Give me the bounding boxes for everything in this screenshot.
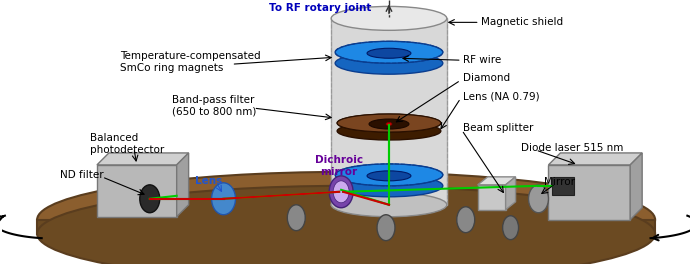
Polygon shape — [477, 177, 515, 185]
Polygon shape — [506, 177, 515, 210]
Ellipse shape — [37, 172, 655, 264]
Ellipse shape — [337, 122, 441, 140]
Ellipse shape — [367, 171, 411, 181]
Bar — [477, 185, 506, 210]
Ellipse shape — [337, 114, 441, 132]
Text: RF wire: RF wire — [463, 55, 501, 65]
Text: Magnetic shield: Magnetic shield — [481, 17, 563, 27]
Ellipse shape — [457, 207, 475, 233]
Ellipse shape — [37, 186, 655, 264]
Ellipse shape — [369, 119, 409, 129]
Ellipse shape — [331, 6, 447, 30]
Ellipse shape — [212, 183, 235, 215]
Polygon shape — [630, 153, 642, 220]
Ellipse shape — [335, 175, 443, 197]
Text: Lens: Lens — [195, 176, 222, 186]
Ellipse shape — [140, 185, 159, 213]
Ellipse shape — [337, 114, 441, 132]
Text: Dichroic
mirror: Dichroic mirror — [315, 155, 363, 177]
Ellipse shape — [331, 193, 447, 217]
Ellipse shape — [335, 52, 443, 74]
Polygon shape — [37, 220, 655, 234]
Text: Temperature-compensated
SmCo ring magnets: Temperature-compensated SmCo ring magnet… — [120, 51, 261, 73]
Text: Diode laser 515 nm: Diode laser 515 nm — [520, 143, 623, 153]
Polygon shape — [177, 153, 188, 217]
Polygon shape — [549, 153, 642, 165]
Ellipse shape — [529, 185, 549, 213]
Ellipse shape — [367, 48, 411, 58]
Text: Mirror: Mirror — [544, 177, 575, 187]
Text: Lens (NA 0.79): Lens (NA 0.79) — [463, 91, 540, 101]
Ellipse shape — [287, 205, 305, 231]
Bar — [553, 177, 574, 195]
Text: Band-pass filter
(650 to 800 nm): Band-pass filter (650 to 800 nm) — [172, 95, 256, 117]
Text: Beam splitter: Beam splitter — [463, 123, 533, 133]
Ellipse shape — [335, 164, 443, 186]
Text: To RF rotary joint: To RF rotary joint — [268, 3, 371, 13]
Ellipse shape — [335, 41, 443, 63]
Polygon shape — [331, 18, 447, 205]
Text: Balanced
photodetector: Balanced photodetector — [90, 133, 164, 155]
Text: Diamond: Diamond — [463, 73, 510, 83]
Text: ND filter: ND filter — [60, 170, 104, 180]
Ellipse shape — [333, 181, 349, 203]
Ellipse shape — [386, 122, 392, 125]
Ellipse shape — [502, 216, 519, 240]
Ellipse shape — [377, 215, 395, 241]
Bar — [549, 165, 630, 220]
Ellipse shape — [329, 176, 353, 208]
Bar — [97, 165, 177, 217]
Polygon shape — [97, 153, 188, 165]
